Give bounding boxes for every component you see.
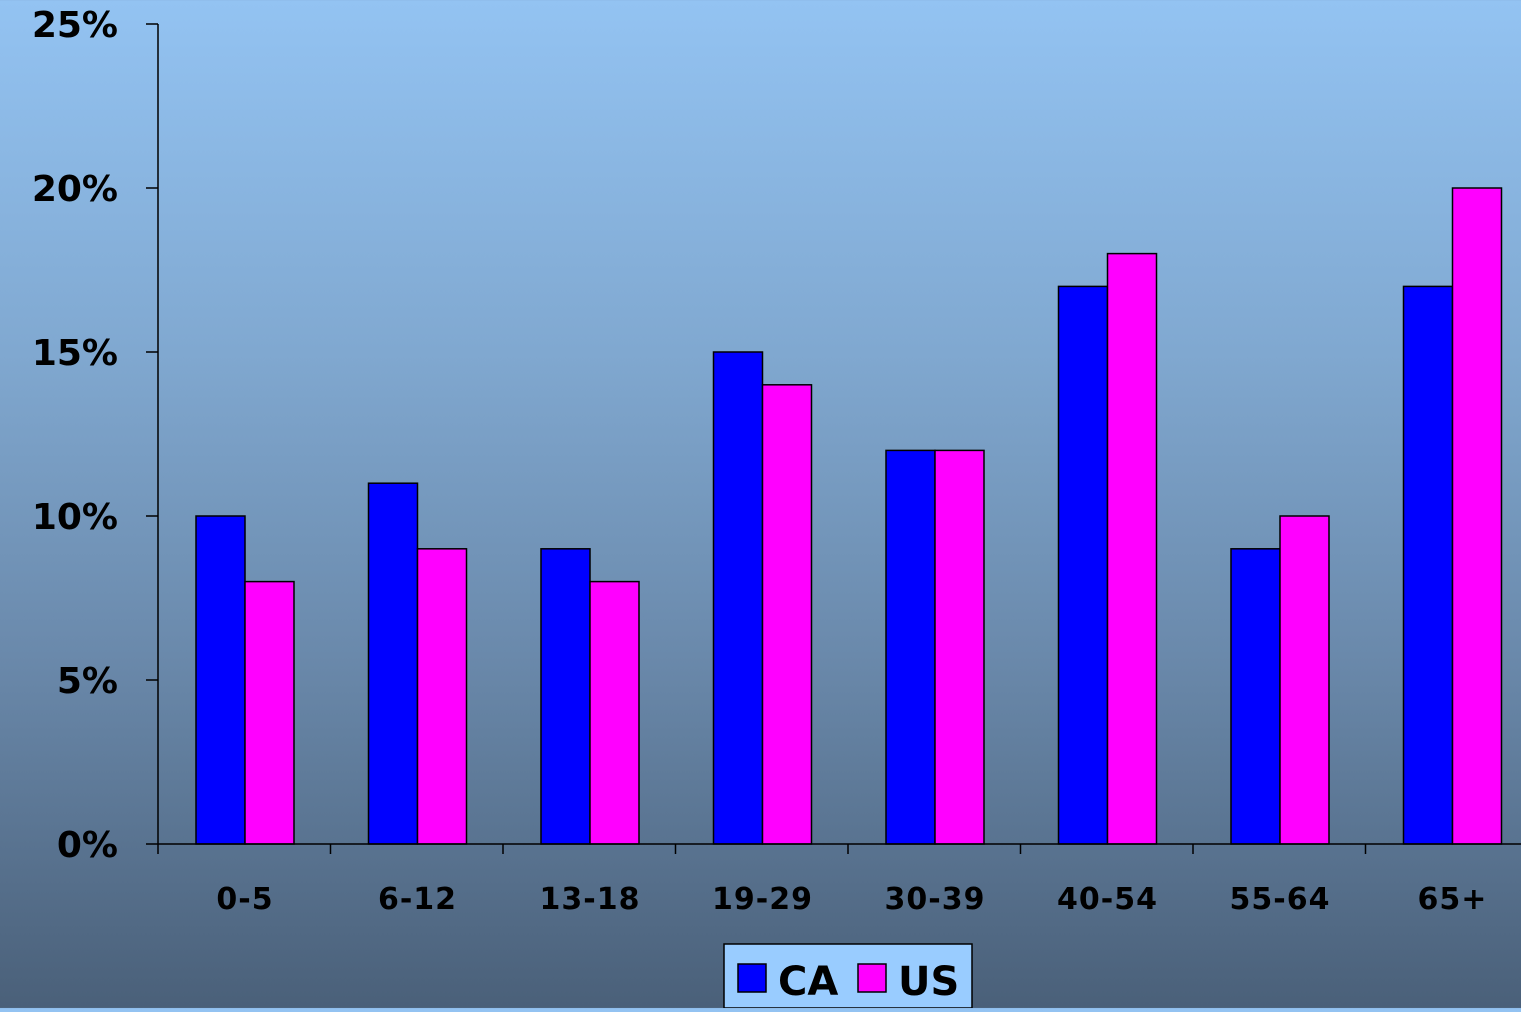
bar-us-30-39 bbox=[934, 449, 985, 845]
bar-us-0-5 bbox=[244, 580, 295, 845]
y-axis-ticks: 0% 5% 10% 15% 20% 25% bbox=[32, 5, 158, 866]
y-tick-label: 0% bbox=[57, 825, 118, 866]
bar-ca-40-54 bbox=[1057, 285, 1109, 845]
bar-us-55-64 bbox=[1279, 515, 1330, 845]
y-tick-label: 5% bbox=[57, 661, 118, 702]
x-tick-label: 65+ bbox=[1418, 882, 1488, 917]
y-tick-label: 25% bbox=[32, 5, 118, 46]
bar-ca-0-5 bbox=[195, 515, 246, 845]
legend-swatch-us bbox=[857, 963, 887, 993]
bar-ca-13-18 bbox=[540, 548, 591, 845]
bars-group bbox=[195, 187, 1503, 845]
y-tick-label: 15% bbox=[32, 333, 118, 374]
bar-ca-55-64 bbox=[1230, 548, 1281, 845]
legend-label-us: US bbox=[898, 959, 959, 1005]
bar-us-40-54 bbox=[1106, 252, 1158, 845]
y-tick-label: 10% bbox=[32, 497, 118, 538]
legend: CA US bbox=[723, 943, 973, 1009]
bar-us-13-18 bbox=[589, 580, 640, 845]
x-tick-label: 55-64 bbox=[1230, 882, 1331, 917]
bar-ca-30-39 bbox=[885, 449, 936, 845]
x-axis-ticks: 0-5 6-12 13-18 19-29 30-39 40-54 55-64 65+ bbox=[157, 844, 1488, 917]
x-tick-label: 0-5 bbox=[216, 882, 273, 917]
bar-us-19-29 bbox=[761, 384, 813, 845]
y-tick-label: 20% bbox=[32, 169, 118, 210]
legend-swatch-ca bbox=[737, 963, 767, 993]
bar-ca-65+ bbox=[1402, 285, 1454, 845]
x-tick-label: 30-39 bbox=[885, 882, 986, 917]
bar-us-65+ bbox=[1451, 187, 1503, 845]
x-tick-label: 40-54 bbox=[1057, 882, 1158, 917]
axes-group bbox=[157, 24, 1521, 845]
bar-ca-19-29 bbox=[712, 351, 764, 845]
bar-us-6-12 bbox=[416, 548, 468, 845]
legend-label-ca: CA bbox=[778, 959, 838, 1005]
x-tick-label: 19-29 bbox=[712, 882, 813, 917]
bar-ca-6-12 bbox=[367, 482, 419, 845]
x-tick-label: 6-12 bbox=[378, 882, 457, 917]
x-tick-label: 13-18 bbox=[540, 882, 641, 917]
